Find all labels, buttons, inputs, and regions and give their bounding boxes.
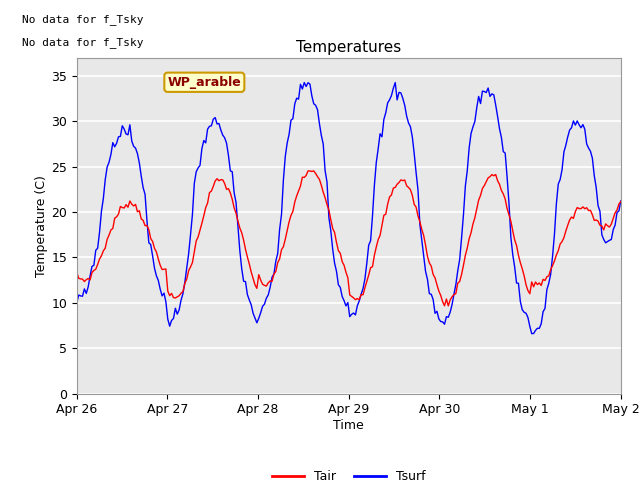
X-axis label: Time: Time (333, 419, 364, 432)
Text: No data for f_Tsky: No data for f_Tsky (22, 37, 144, 48)
Y-axis label: Temperature (C): Temperature (C) (35, 175, 49, 276)
Text: WP_arable: WP_arable (168, 76, 241, 89)
Title: Temperatures: Temperatures (296, 40, 401, 55)
Text: No data for f_Tsky: No data for f_Tsky (22, 14, 144, 25)
Legend: Tair, Tsurf: Tair, Tsurf (268, 465, 430, 480)
